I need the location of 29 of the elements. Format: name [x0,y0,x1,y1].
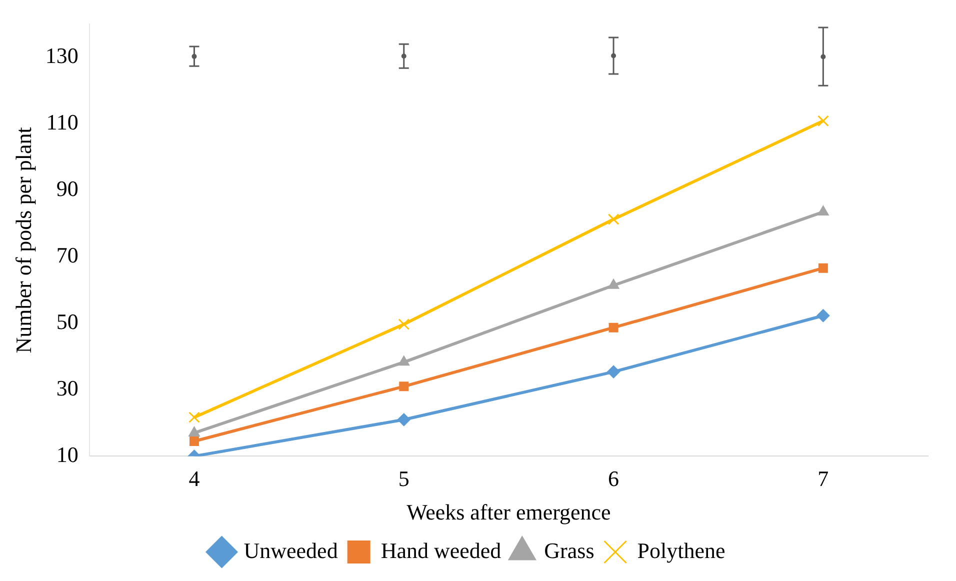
point [189,436,199,446]
point [398,356,410,366]
y-tick-label: 30 [56,376,78,401]
y-tick-label: 90 [56,176,78,202]
legend-label: Polythene [637,538,726,563]
y-tick-label: 10 [56,442,78,467]
x-tick-label: 7 [818,466,829,492]
point [608,322,618,332]
legend-label: Hand weeded [380,538,502,563]
x-axis-title: Weeks after emergence [406,500,611,525]
x-tick-label: 5 [398,466,410,492]
y-tick-label: 130 [45,43,78,68]
point [607,365,620,378]
y-tick-label: 110 [46,110,78,135]
legend-label: Unweeded [244,538,338,563]
point [818,263,828,273]
point [399,382,409,392]
point [816,309,830,322]
legend-label: Grass [544,538,594,563]
y-tick-label: 70 [56,242,78,268]
x-tick-label: 6 [608,466,620,492]
point [398,318,410,330]
y-tick-label: 50 [56,309,78,334]
point [188,412,200,424]
point [397,413,410,426]
point [608,214,620,225]
y-axis-title: Number of pods per plant [10,127,36,354]
point [817,115,829,127]
x-tick-label: 4 [188,466,200,492]
